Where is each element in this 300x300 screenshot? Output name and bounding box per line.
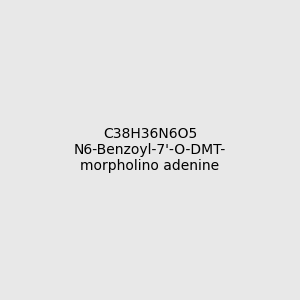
Text: C38H36N6O5
N6-Benzoyl-7'-O-DMT-
morpholino adenine: C38H36N6O5 N6-Benzoyl-7'-O-DMT- morpholi…: [74, 127, 226, 173]
